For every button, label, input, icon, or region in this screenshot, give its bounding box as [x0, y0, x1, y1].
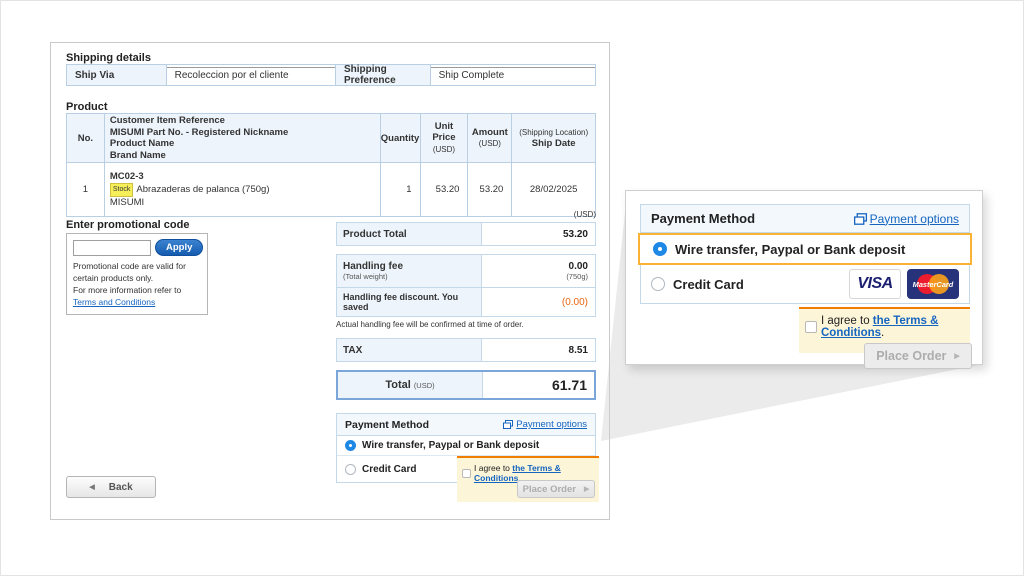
order-review-panel: Shipping details Ship Via Recoleccion po… [50, 42, 610, 520]
wire-transfer-option[interactable]: Wire transfer, Paypal or Bank deposit [337, 436, 595, 456]
shipping-details-title: Shipping details [66, 52, 596, 68]
handling-note: Actual handling fee will be confirmed at… [336, 320, 524, 329]
header-amount: Amount (USD) [468, 114, 513, 162]
row-no: 1 [67, 163, 105, 216]
windows-icon [503, 420, 514, 429]
agreement-section: I agree to the Terms & Conditions. Place… [457, 456, 599, 502]
row-quantity: 1 [381, 163, 421, 216]
product-total-value: 53.20 [562, 228, 588, 240]
stock-badge: Stock [109, 182, 134, 197]
terms-checkbox-zoomed[interactable] [805, 321, 817, 333]
payment-options-link-zoomed[interactable]: Payment options [853, 212, 959, 226]
shipping-preference-label: Shipping Preference [335, 64, 431, 86]
ship-via-label: Ship Via [67, 65, 167, 85]
promo-code-box: Apply Promotional code are valid for cer… [66, 233, 208, 315]
promo-note: Promotional code are valid for certain p… [73, 261, 186, 307]
product-name: Abrazaderas de palanca (750g) [136, 183, 270, 195]
handling-fee-box: Handling fee (Total weight) 0.00 (750g) … [336, 254, 596, 317]
payment-options-link[interactable]: Payment options [503, 419, 587, 430]
promo-code-title: Enter promotional code [66, 219, 190, 231]
wire-transfer-option-zoomed[interactable]: Wire transfer, Paypal or Bank deposit [638, 233, 972, 265]
apply-button[interactable]: Apply [155, 239, 204, 256]
handling-fee-value: 0.00 (750g) [566, 261, 588, 281]
handling-fee-label: Handling fee (Total weight) [337, 255, 482, 287]
place-order-button[interactable]: Place Order ▶ [517, 480, 595, 498]
product-total-box: Product Total 53.20 [336, 222, 596, 246]
place-order-button-zoomed[interactable]: Place Order ▶ [864, 343, 972, 369]
row-unit-price: 53.20 [421, 163, 469, 216]
payment-method-title: Payment Method [345, 418, 430, 431]
agreement-section-zoomed: I agree to the Terms & Conditions. Place… [799, 307, 972, 369]
part-number: MC02-3 [109, 170, 144, 182]
tax-box: TAX 8.51 [336, 338, 596, 362]
shipping-preference-value: Ship Complete [438, 69, 505, 81]
terms-link-zoomed[interactable]: the Terms & Conditions [821, 315, 939, 339]
ship-via-value: Recoleccion por el cliente [167, 65, 336, 85]
credit-card-radio-zoomed[interactable] [651, 277, 665, 291]
arrow-right-icon: ▶ [583, 486, 590, 493]
credit-card-radio[interactable] [345, 463, 356, 475]
payment-method-callout: Payment Method Payment options Wire tran… [625, 190, 983, 369]
visa-logo-zoomed: VISA [849, 269, 901, 299]
product-table-header: No. Customer Item Reference MISUMI Part … [67, 114, 595, 162]
windows-icon [853, 212, 867, 225]
arrow-left-icon: ◀ [89, 484, 95, 491]
terms-link[interactable]: the Terms & Conditions [474, 463, 561, 483]
terms-checkbox[interactable] [462, 468, 471, 478]
product-row: 1 MC02-3 Stock Abrazaderas de palanca (75… [67, 162, 595, 216]
svg-text:MasterCard: MasterCard [913, 280, 954, 289]
header-no: No. [67, 114, 105, 162]
credit-card-option-zoomed[interactable]: Credit Card VISA MasterCard [641, 265, 969, 303]
product-total-label: Product Total [337, 223, 482, 245]
row-description: MC02-3 Stock Abrazaderas de palanca (750g… [105, 163, 381, 216]
wire-transfer-radio[interactable] [345, 440, 356, 451]
handling-discount-value: (0.00) [561, 296, 588, 308]
payment-method-section-zoomed: Payment Method Payment options Wire tran… [638, 204, 972, 304]
wire-transfer-radio-zoomed[interactable] [653, 242, 667, 256]
shipping-details-table: Ship Via Recoleccion por el cliente Ship… [66, 64, 596, 86]
header-description: Customer Item Reference MISUMI Part No. … [105, 114, 381, 162]
handling-discount-label: Handling fee discount. You saved [337, 288, 482, 316]
header-unit-price: Unit Price (USD) [421, 114, 469, 162]
total-value: 61.71 [551, 377, 587, 393]
order-summary: (USD) Product Total 53.20 Handling fee (… [336, 210, 596, 483]
row-ship-date: 28/02/2025 [529, 183, 578, 195]
mastercard-logo-zoomed: MasterCard [907, 269, 959, 299]
total-label: Total (USD) [338, 372, 483, 398]
product-table: No. Customer Item Reference MISUMI Part … [66, 113, 596, 217]
back-button[interactable]: ◀ Back [66, 476, 156, 498]
total-box: Total (USD) 61.71 [336, 370, 596, 400]
header-ship-date: (Shipping Location) Ship Date [519, 127, 589, 150]
tax-value: 8.51 [568, 344, 588, 356]
brand-name: MISUMI [109, 196, 145, 208]
tax-label: TAX [337, 339, 482, 361]
promo-terms-link[interactable]: Terms and Conditions [73, 297, 156, 307]
promo-code-input[interactable] [73, 239, 151, 256]
currency-note: (USD) [573, 210, 596, 219]
row-amount: 53.20 [468, 163, 513, 216]
payment-method-title-zoomed: Payment Method [651, 211, 756, 226]
header-quantity: Quantity [381, 114, 421, 162]
arrow-right-icon: ▶ [954, 353, 960, 360]
